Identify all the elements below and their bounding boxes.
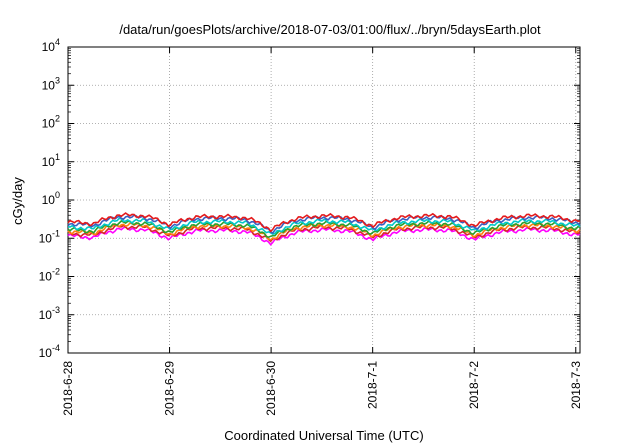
series-line: [67, 214, 581, 235]
y-tick-label: 10-3: [39, 305, 60, 322]
series-line: [67, 212, 581, 233]
data-series: [67, 212, 581, 246]
y-tick-label: 10-4: [39, 343, 60, 360]
y-tick-label: 103: [42, 75, 60, 92]
x-axis: 2018-6-28 2018-6-29 2018-6-30 2018-7-1 2018-…: [61, 47, 583, 416]
x-tick-label: 2018-7-2: [467, 361, 481, 409]
x-tick-label: 2018-6-28: [61, 361, 75, 416]
x-tick-label: 2018-6-30: [264, 361, 278, 416]
y-axis: 10-4 10-3 10-2 10-1 100 101 102 103 104: [39, 37, 580, 360]
y-tick-label: 102: [42, 114, 60, 131]
y-tick-label: 104: [42, 37, 60, 54]
y-axis-label: cGy/day: [10, 177, 25, 225]
grid-lines: [68, 47, 580, 353]
y-tick-label: 101: [42, 152, 60, 169]
chart-title: /data/run/goesPlots/archive/2018-07-03/0…: [119, 22, 541, 37]
x-tick-label: 2018-6-29: [163, 361, 177, 416]
x-axis-label: Coordinated Universal Time (UTC): [224, 428, 423, 443]
series-line: [67, 217, 581, 235]
y-tick-label: 100: [42, 190, 60, 207]
x-tick-label: 2018-7-1: [366, 361, 380, 409]
x-tick-label: 2018-7-3: [569, 361, 583, 409]
y-tick-label: 10-1: [39, 228, 60, 245]
y-tick-label: 10-2: [39, 267, 60, 284]
